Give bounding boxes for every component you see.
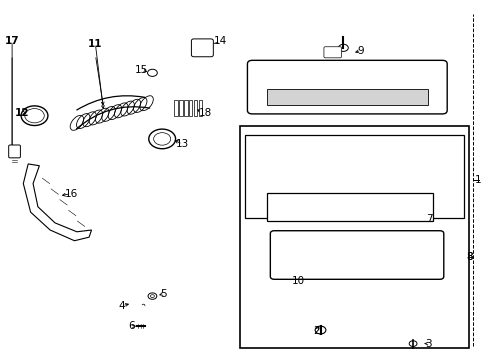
Bar <box>189 100 193 116</box>
Text: 11: 11 <box>88 39 103 49</box>
Text: 16: 16 <box>65 189 78 199</box>
Bar <box>194 100 197 116</box>
Bar <box>199 100 202 116</box>
Text: 9: 9 <box>358 46 364 56</box>
Text: 6: 6 <box>129 321 135 332</box>
Bar <box>272 196 428 217</box>
Text: 8: 8 <box>466 252 472 262</box>
Bar <box>174 100 178 116</box>
Text: 15: 15 <box>135 65 148 75</box>
Text: 2: 2 <box>313 326 320 336</box>
Text: 1: 1 <box>475 175 481 185</box>
FancyBboxPatch shape <box>324 47 342 58</box>
Bar <box>184 100 188 116</box>
Text: 17: 17 <box>5 36 20 46</box>
FancyBboxPatch shape <box>267 193 433 221</box>
FancyBboxPatch shape <box>192 39 213 57</box>
PathPatch shape <box>24 164 92 241</box>
FancyBboxPatch shape <box>9 145 21 158</box>
FancyBboxPatch shape <box>247 60 447 114</box>
Text: 12: 12 <box>15 108 29 118</box>
Text: 18: 18 <box>198 108 212 118</box>
Text: 4: 4 <box>119 301 125 311</box>
Text: 13: 13 <box>176 139 189 149</box>
Text: 5: 5 <box>160 289 167 298</box>
FancyBboxPatch shape <box>270 231 444 279</box>
FancyBboxPatch shape <box>245 135 464 217</box>
Bar <box>267 89 428 105</box>
Text: 10: 10 <box>292 276 305 286</box>
Text: 7: 7 <box>426 213 433 224</box>
Bar <box>179 100 183 116</box>
Text: 8: 8 <box>466 252 472 262</box>
Text: 14: 14 <box>214 36 227 46</box>
Text: 3: 3 <box>425 339 432 348</box>
